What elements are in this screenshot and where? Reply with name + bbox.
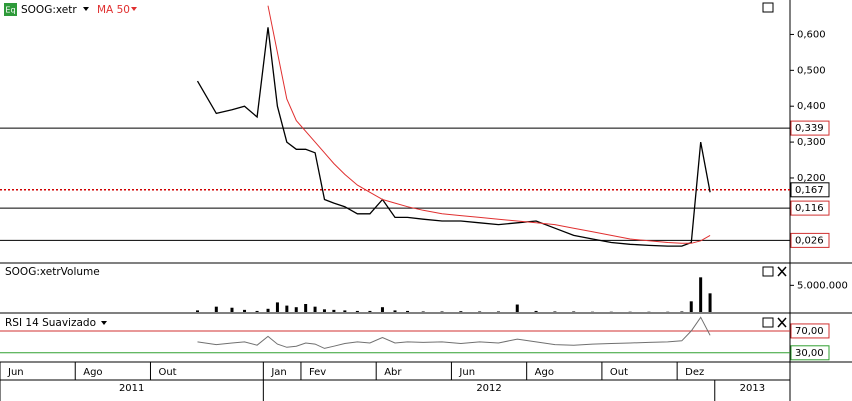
price-line-series [196, 27, 711, 247]
volume-bar [304, 304, 308, 312]
volume-bar [496, 311, 500, 312]
volume-bar [393, 310, 397, 312]
volume-bar [689, 301, 693, 312]
volume-bar [421, 311, 425, 312]
volume-bar [553, 311, 557, 312]
x-tick-label: Out [158, 367, 176, 378]
dropdown-arrow[interactable] [83, 7, 89, 11]
price-label-box [790, 120, 830, 136]
price-label: 0,167 [795, 185, 824, 196]
price-label-box [790, 182, 830, 198]
level-label: 70,00 [795, 326, 824, 337]
panel-title: SOOG:xetrVolume [5, 266, 100, 278]
year-label: 2012 [476, 383, 501, 394]
volume-bar [332, 309, 336, 312]
close-button[interactable] [777, 317, 787, 328]
maximize-button[interactable] [762, 266, 774, 277]
series-name[interactable]: SOOG:xetr [21, 4, 77, 16]
volume-bar [322, 309, 326, 312]
volume-bar [243, 309, 247, 312]
volume-bar [534, 310, 538, 312]
volume-bar [708, 293, 712, 312]
volume-bar [294, 307, 298, 312]
dropdown-arrow[interactable] [101, 321, 107, 325]
x-tick-label: Fev [309, 367, 326, 378]
year-label: 2013 [740, 383, 765, 394]
x-tick-label: Ago [535, 367, 554, 378]
moving-average-line [267, 5, 711, 244]
volume-bar [515, 304, 519, 312]
maximize-button[interactable] [762, 317, 774, 328]
y-tick-label: 0,400 [797, 101, 826, 112]
volume-bar [355, 310, 359, 312]
y-tick-label: 0,200 [797, 173, 826, 184]
x-tick-label: Jun [458, 367, 475, 378]
y-tick-label: 0,500 [797, 65, 826, 76]
volume-bar [255, 310, 259, 312]
price-label: 0,339 [795, 123, 824, 134]
volume-bar [406, 310, 410, 312]
volume-bar [680, 311, 684, 312]
x-tick-label: Jan [270, 367, 286, 378]
volume-bar [230, 307, 234, 312]
y-tick-label: 0,300 [797, 137, 826, 148]
year-label: 2011 [119, 383, 144, 394]
dropdown-arrow[interactable] [131, 7, 137, 11]
maximize-button[interactable] [762, 2, 774, 13]
price-label-box [790, 232, 830, 248]
volume-bar [214, 306, 218, 312]
volume-bar [368, 310, 372, 312]
x-tick-label: Ago [83, 367, 102, 378]
x-tick-label: Abr [384, 367, 402, 378]
indicator-line [197, 316, 711, 349]
volume-bar [285, 305, 289, 312]
volume-bar [440, 311, 444, 312]
volume-bar [196, 310, 199, 312]
level-label: 30,00 [795, 348, 824, 359]
price-label: 0,026 [795, 235, 824, 246]
volume-bar [572, 311, 576, 312]
level-label-box [790, 323, 830, 339]
x-tick-label: Dez [685, 367, 704, 378]
volume-bar [343, 310, 347, 312]
panel-title: RSI 14 Suavizado [5, 317, 96, 329]
y-tick-label: 0,600 [797, 29, 826, 40]
volume-bar [478, 311, 482, 312]
volume-bar [266, 308, 270, 312]
symbol-icon[interactable] [4, 3, 17, 16]
volume-bar [459, 311, 463, 312]
symbol-icon-text: Eq [5, 6, 15, 15]
price-label-box [790, 200, 830, 216]
x-tick-label: Jun [7, 367, 24, 378]
y-tick-label: 5.000.000 [797, 280, 848, 291]
x-tick-label: Out [610, 367, 628, 378]
volume-bar [699, 277, 703, 312]
volume-bar [380, 307, 384, 312]
volume-bar [313, 306, 317, 312]
indicator-name[interactable]: MA 50 [97, 4, 130, 16]
level-label-box [790, 345, 830, 361]
close-button[interactable] [777, 266, 787, 277]
volume-bar [275, 302, 279, 312]
price-label: 0,116 [795, 203, 824, 214]
